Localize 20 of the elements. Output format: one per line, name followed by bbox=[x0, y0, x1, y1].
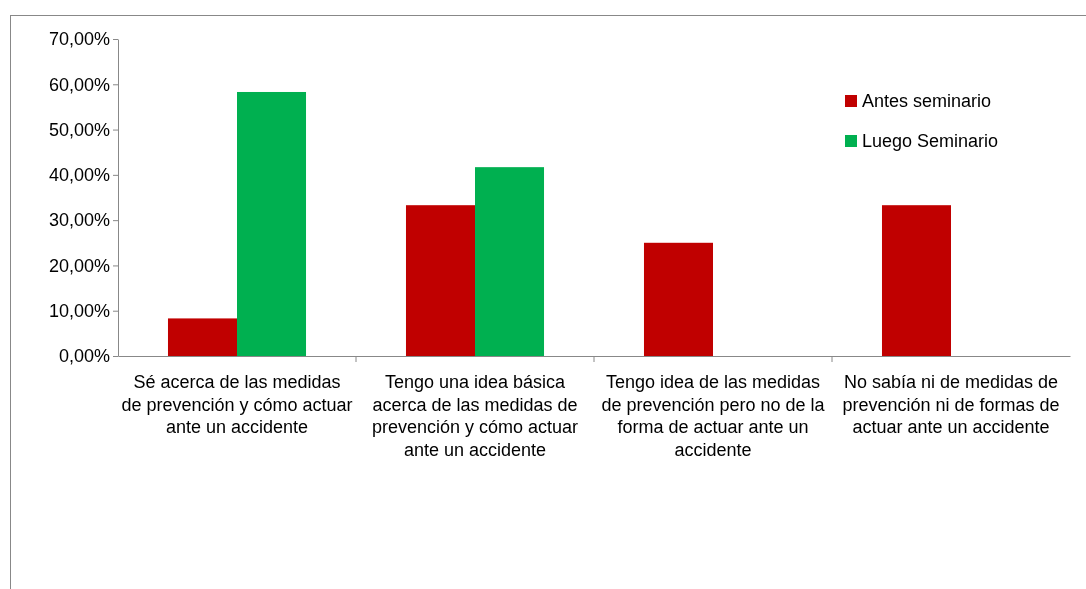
y-tick-label: 50,00% bbox=[48, 119, 110, 140]
y-tick-label: 30,00% bbox=[48, 210, 110, 231]
y-tick-label: 40,00% bbox=[48, 165, 110, 186]
bar bbox=[643, 242, 713, 356]
legend-label: Luego Seminario bbox=[862, 131, 999, 152]
x-tick-label: Tengo una idea básica acerca de las medidas de prevención y cómo actuar ante un accidente bbox=[371, 372, 579, 460]
x-tick-label: No sabía ni de medidas de prevención ni de formas de actuar ante un accidente bbox=[842, 372, 1060, 437]
bar bbox=[405, 205, 475, 356]
bar bbox=[881, 205, 951, 356]
legend-label: Antes seminario bbox=[862, 91, 992, 112]
x-tick-label: Tengo idea de las medidas de prevención pero no de la forma de actuar ante un accidente bbox=[601, 372, 826, 460]
y-tick-label: 70,00% bbox=[48, 29, 110, 50]
y-tick-label: 10,00% bbox=[48, 300, 110, 321]
bar bbox=[237, 91, 307, 356]
x-tick-label: Sé acerca de las medidas de prevención y cómo actuar ante un accidente bbox=[121, 372, 353, 437]
bar bbox=[475, 167, 545, 356]
y-tick-label: 20,00% bbox=[48, 255, 110, 276]
y-tick-label: 60,00% bbox=[48, 74, 110, 95]
bar bbox=[167, 318, 237, 356]
y-tick-label: 0,00% bbox=[58, 346, 110, 367]
